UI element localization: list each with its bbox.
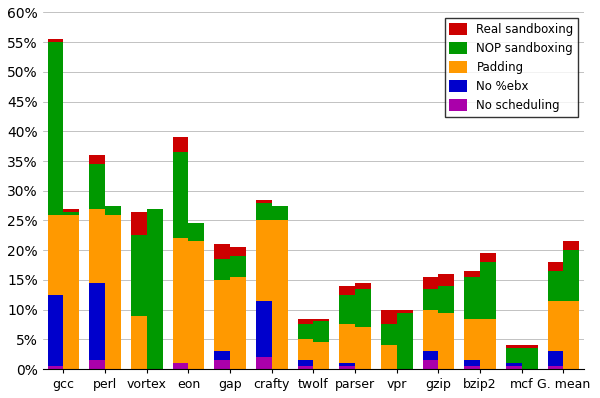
Bar [105,215,121,369]
Bar [89,164,105,209]
Bar [464,318,480,360]
Bar [131,235,147,316]
Bar [464,277,480,318]
Bar [548,271,563,300]
Bar [355,328,371,369]
Bar [313,318,329,322]
Bar [563,300,580,369]
Bar [464,366,480,369]
Bar [397,310,413,312]
Bar [131,211,147,235]
Bar [422,351,439,360]
Bar [439,274,454,286]
Bar [298,339,313,360]
Bar [64,211,79,215]
Bar [230,277,246,369]
Bar [64,215,79,369]
Bar [480,262,496,318]
Bar [256,200,272,203]
Bar [506,363,522,366]
Bar [298,366,313,369]
Bar [313,342,329,369]
Bar [214,360,230,369]
Bar [89,283,105,360]
Bar [173,238,188,363]
Bar [439,286,454,312]
Bar [256,203,272,220]
Bar [256,220,272,300]
Bar [256,300,272,357]
Bar [230,247,246,256]
Bar [47,295,64,366]
Bar [422,360,439,369]
Bar [480,253,496,262]
Bar [298,324,313,339]
Bar [173,363,188,369]
Bar [339,366,355,369]
Bar [214,351,230,360]
Bar [230,256,246,277]
Bar [506,366,522,369]
Bar [272,206,287,220]
Bar [522,348,538,369]
Bar [422,289,439,310]
Bar [548,300,563,351]
Bar [548,351,563,366]
Bar [214,259,230,280]
Legend: Real sandboxing, NOP sandboxing, Padding, No %ebx, No scheduling: Real sandboxing, NOP sandboxing, Padding… [445,18,578,117]
Bar [355,289,371,328]
Bar [548,366,563,369]
Bar [522,345,538,348]
Bar [548,262,563,271]
Bar [422,277,439,289]
Bar [188,241,204,369]
Bar [381,345,397,369]
Bar [47,366,64,369]
Bar [64,209,79,211]
Bar [47,39,64,42]
Bar [89,155,105,164]
Bar [506,345,522,348]
Bar [464,271,480,277]
Bar [339,363,355,366]
Bar [298,318,313,324]
Bar [506,348,522,363]
Bar [256,357,272,369]
Bar [89,209,105,283]
Bar [47,42,64,215]
Bar [339,286,355,295]
Bar [422,310,439,351]
Bar [355,283,371,289]
Bar [339,324,355,363]
Bar [381,324,397,345]
Bar [464,360,480,366]
Bar [188,223,204,241]
Bar [298,360,313,366]
Bar [89,360,105,369]
Bar [173,137,188,152]
Bar [272,220,287,369]
Bar [439,312,454,369]
Bar [214,280,230,351]
Bar [480,318,496,369]
Bar [397,312,413,369]
Bar [105,206,121,215]
Bar [47,215,64,295]
Bar [173,152,188,238]
Bar [147,209,163,369]
Bar [313,322,329,342]
Bar [131,316,147,369]
Bar [381,310,397,324]
Bar [339,295,355,324]
Bar [563,241,580,250]
Bar [563,250,580,300]
Bar [214,244,230,259]
